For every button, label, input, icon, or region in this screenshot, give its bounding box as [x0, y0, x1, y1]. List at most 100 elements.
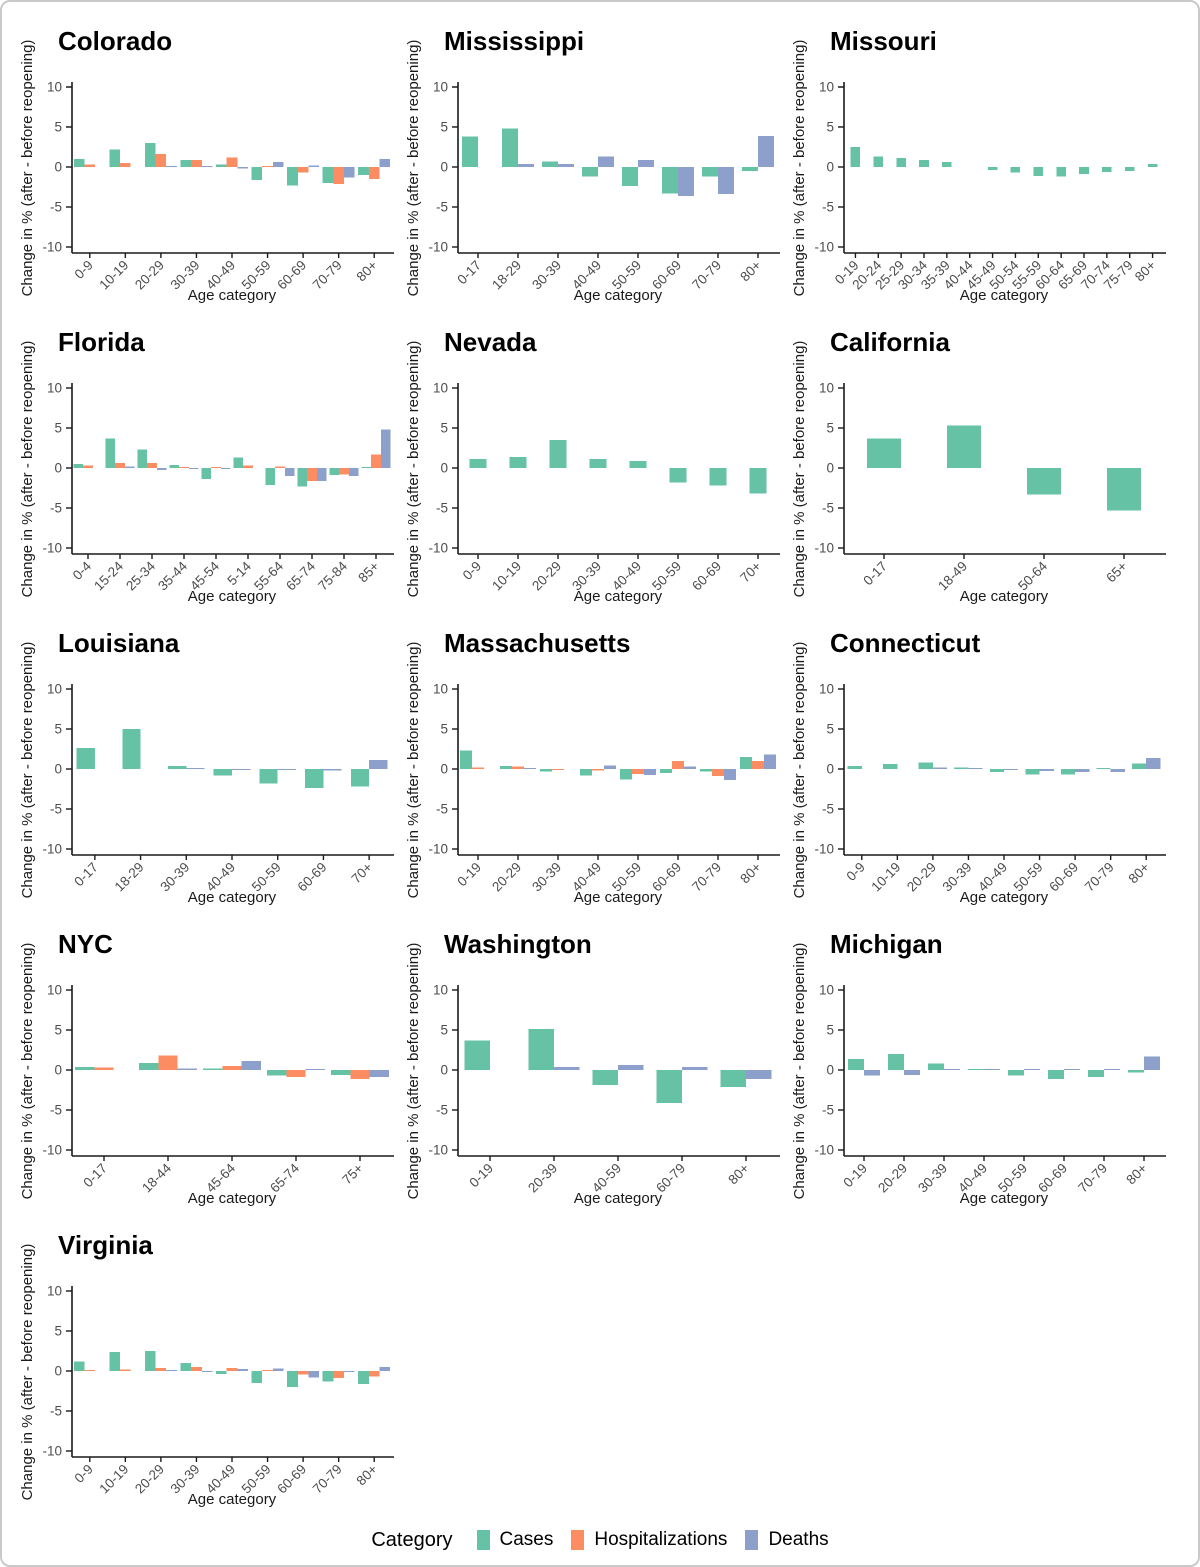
bar-cases-30-39 — [540, 769, 552, 772]
bar-cases-5-14 — [233, 457, 244, 468]
y-tick-label: 10 — [433, 80, 448, 95]
x-tick-label: 0-17 — [80, 1161, 110, 1191]
panel-nevada: Change in % (after - before reopening) Ne… — [400, 311, 786, 609]
y-tick-label: 5 — [54, 120, 62, 135]
y-axis-label: Change in % (after - before reopening) — [19, 40, 36, 297]
bar-deaths-30-39 — [968, 767, 983, 769]
y-tick-label: -10 — [42, 842, 62, 857]
bar-hospitalizations-70-79 — [712, 769, 724, 777]
bar-cases-10-19 — [109, 1351, 120, 1371]
bar-cases-25-34 — [137, 449, 148, 468]
x-tick-label: 70-79 — [310, 1462, 345, 1497]
bar-cases-40-49 — [216, 1371, 227, 1375]
x-tick-label: 5-14 — [224, 558, 254, 588]
panel-louisiana: Change in % (after - before reopening) Lo… — [14, 612, 400, 910]
bar-cases-70-79 — [700, 769, 712, 772]
y-tick-label: 5 — [54, 1324, 62, 1339]
bar-hospitalizations-40-49 — [226, 1367, 238, 1371]
y-tick-label: -5 — [822, 200, 834, 215]
y-tick-label: 5 — [826, 722, 834, 737]
bar-hospitalizations-15-24 — [115, 463, 125, 468]
bar-hospitalizations-30-39 — [191, 159, 202, 167]
bar-cases-60-79 — [656, 1070, 682, 1103]
bar-cases-50-59 — [1025, 769, 1040, 775]
x-tick-label: 75+ — [339, 1160, 366, 1187]
bar-cases-10-19 — [883, 764, 898, 769]
bar-cases-50-64 — [1027, 468, 1061, 495]
panel-chart-washington: Change in % (after - before reopening) Wa… — [405, 929, 780, 1207]
bar-cases-75-79 — [1124, 167, 1135, 171]
x-tick-label: 70-79 — [689, 860, 724, 895]
panel-chart-missouri: Change in % (after - before reopening) Mi… — [791, 26, 1166, 304]
bar-deaths-30-39 — [944, 1068, 960, 1070]
panel-title: California — [830, 327, 950, 357]
bar-deaths-40-49 — [598, 156, 614, 167]
x-tick-label: 10-19 — [96, 258, 131, 293]
y-axis-label: Change in % (after - before reopening) — [19, 1244, 36, 1501]
legend-item-cases: Cases — [476, 1529, 553, 1551]
bar-cases-15-24 — [105, 438, 116, 468]
x-axis-label: Age category — [960, 1190, 1049, 1207]
bar-deaths-70-79 — [344, 1371, 355, 1373]
x-tick-label: 0-19 — [466, 1161, 496, 1191]
panel-title: Nevada — [444, 327, 537, 357]
y-tick-label: 10 — [433, 682, 448, 697]
bar-cases-30-39 — [180, 1363, 192, 1371]
x-tick-label: 20-29 — [489, 860, 524, 895]
x-tick-label: 80+ — [1132, 257, 1159, 284]
bar-deaths-18-29 — [518, 163, 534, 167]
bar-cases-10-19 — [509, 456, 527, 468]
panel-chart-california: Change in % (after - before reopening) Ca… — [791, 327, 1166, 605]
panel-colorado: Change in % (after - before reopening) Co… — [14, 10, 400, 308]
bar-hospitalizations-60-69 — [297, 167, 309, 173]
y-tick-label: -10 — [428, 541, 448, 556]
legend-title: Category — [371, 1528, 453, 1551]
y-axis-label: Change in % (after - before reopening) — [19, 341, 36, 598]
legend-item-deaths: Deaths — [745, 1529, 829, 1551]
bar-deaths-30-39 — [201, 165, 213, 167]
bar-deaths-18-44 — [177, 1068, 197, 1070]
x-axis-label: Age category — [960, 588, 1049, 605]
bar-hospitalizations-45-54 — [211, 466, 221, 468]
bar-cases-80- — [742, 167, 758, 171]
x-tick-label: 70-79 — [1075, 1161, 1110, 1196]
y-axis-label: Change in % (after - before reopening) — [791, 943, 808, 1200]
legend-swatch-deaths — [745, 1530, 759, 1550]
bar-cases-70-79 — [702, 167, 718, 177]
panel-washington: Change in % (after - before reopening) Wa… — [400, 913, 786, 1211]
bar-deaths-80- — [764, 754, 776, 769]
y-tick-label: 10 — [433, 983, 448, 998]
y-tick-label: 5 — [440, 722, 448, 737]
x-tick-label: 70-79 — [1082, 860, 1117, 895]
bar-cases-75- — [331, 1070, 351, 1075]
bar-deaths-25-34 — [156, 468, 167, 470]
x-tick-label: 0-9 — [460, 559, 484, 583]
x-tick-label: 60-69 — [274, 258, 309, 293]
bar-cases-40-49 — [580, 769, 592, 776]
bar-deaths-70-79 — [718, 167, 734, 195]
panel-connecticut: Change in % (after - before reopening) Co… — [786, 612, 1172, 910]
bar-cases-30-39 — [928, 1063, 944, 1070]
bar-cases-60-69 — [660, 769, 672, 773]
bar-hospitalizations-75- — [350, 1070, 370, 1079]
panel-chart-connecticut: Change in % (after - before reopening) Co… — [791, 628, 1166, 906]
bar-deaths-60-69 — [1075, 769, 1090, 773]
bar-deaths-75-84 — [348, 468, 359, 476]
bar-hospitalizations-25-34 — [147, 463, 157, 468]
bar-hospitalizations-55-64 — [275, 466, 285, 468]
legend-label-hospitalizations: Hospitalizations — [594, 1529, 728, 1550]
bar-cases-80- — [1128, 1070, 1144, 1073]
bar-cases-0-19 — [848, 1058, 864, 1070]
y-axis-label: Change in % (after - before reopening) — [19, 642, 36, 899]
bar-cases-20-29 — [918, 762, 933, 769]
bar-cases-30-39 — [542, 161, 558, 167]
y-tick-label: 10 — [819, 381, 834, 396]
y-axis-label: Change in % (after - before reopening) — [791, 341, 808, 598]
bar-cases-20-29 — [144, 1351, 156, 1371]
panel-title: Washington — [444, 929, 592, 959]
bar-cases-10-19 — [109, 149, 120, 167]
bar-deaths-85- — [380, 429, 391, 468]
y-tick-label: -10 — [814, 842, 834, 857]
bar-cases-65-74 — [297, 468, 308, 487]
